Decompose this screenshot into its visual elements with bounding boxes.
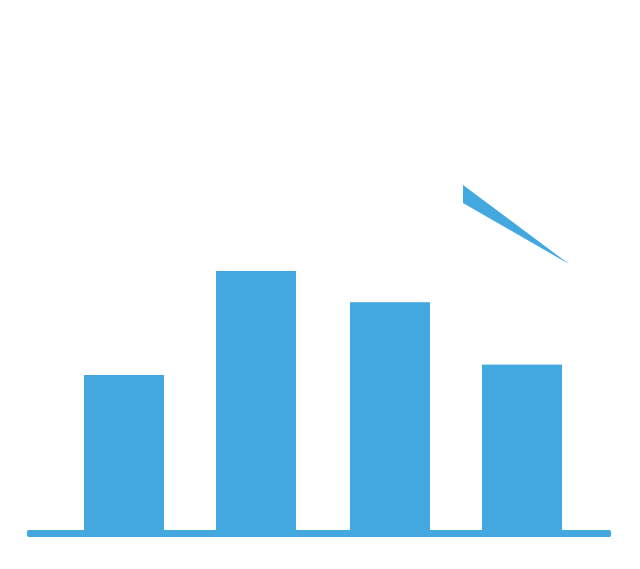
bar-3 (350, 302, 430, 531)
bars (84, 271, 562, 531)
x-axis-baseline (27, 530, 611, 537)
trend-pointer-shape (463, 185, 569, 264)
bar-1 (84, 375, 164, 531)
bar-2 (216, 271, 296, 531)
bar-4 (482, 364, 562, 531)
